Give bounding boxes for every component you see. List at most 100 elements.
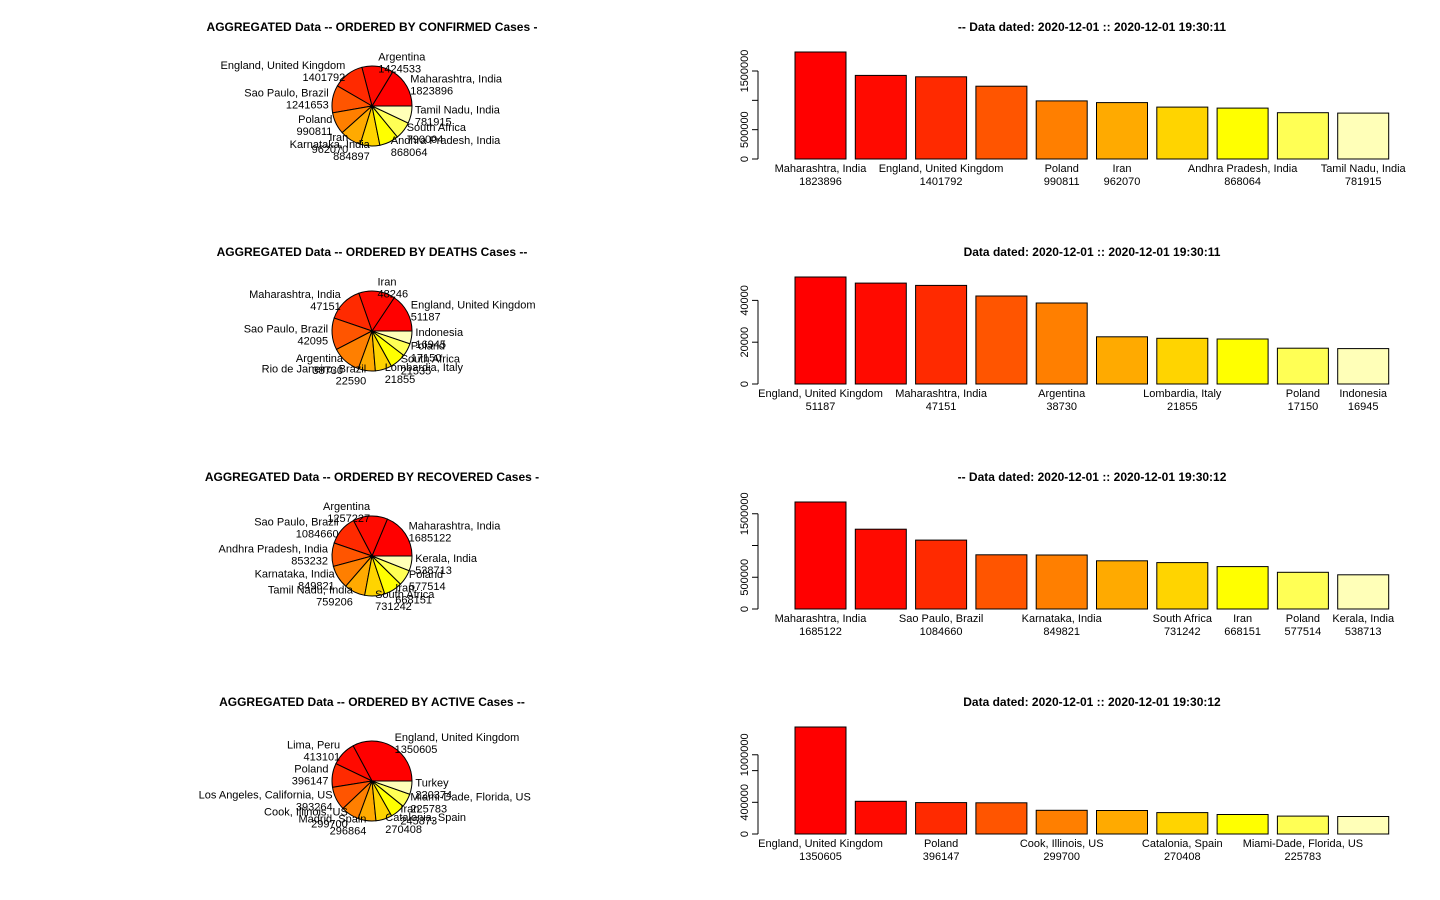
y-tick-label: 500000 xyxy=(739,111,751,148)
pie-slice-value: 299700 xyxy=(311,819,348,831)
pie-slice-value: 16945 xyxy=(415,339,446,351)
bar-value-label: 16945 xyxy=(1348,401,1379,413)
bar-chart-title: Data dated: 2020-12-01 :: 2020-12-01 19:… xyxy=(964,245,1221,259)
bar-category-label: Poland xyxy=(1286,388,1320,400)
pie-slice-label: Lombardia, Italy xyxy=(385,362,464,374)
bar xyxy=(915,802,968,835)
bar xyxy=(854,800,907,835)
bar-category-label: Iran xyxy=(1113,163,1132,175)
pie-slice-value: 538713 xyxy=(415,565,452,577)
bar-category-label: Cook, Illinois, US xyxy=(1020,838,1104,850)
bar-value-label: 668151 xyxy=(1224,626,1261,638)
bar-value-label: 47151 xyxy=(926,401,957,413)
pie-chart-title: AGGREGATED Data -- ORDERED BY ACTIVE Cas… xyxy=(219,695,525,709)
bar xyxy=(794,501,847,610)
pie-slice-label: South Africa xyxy=(407,122,467,134)
bar-category-label: South Africa xyxy=(1153,613,1213,625)
pie-slice-value: 42095 xyxy=(298,335,329,347)
pie-chart-deaths: AGGREGATED Data -- ORDERED BY DEATHS Cas… xyxy=(217,245,536,388)
pie-slice-value: 668151 xyxy=(395,594,432,606)
pie-slice xyxy=(371,330,413,345)
pie-slice-value: 296864 xyxy=(330,826,367,838)
bar xyxy=(1156,562,1209,610)
pie-slice-value: 577514 xyxy=(409,581,446,593)
pie-slice-value: 225783 xyxy=(410,803,447,815)
pie-slice-value: 962070 xyxy=(312,144,349,156)
pie-slice-label: Los Angeles, California, US xyxy=(199,790,333,802)
bar-category-label: Sao Paulo, Brazil xyxy=(899,613,983,625)
pie-slice-label: Catalonia, Spain xyxy=(385,812,466,824)
bar xyxy=(1096,560,1148,610)
pie-slice-label: Lima, Peru xyxy=(287,740,340,752)
pie-slice-value: 1823896 xyxy=(410,85,453,97)
bar-category-label: Maharashtra, India xyxy=(775,163,868,175)
pie-slice-label: Indonesia xyxy=(415,327,464,339)
bar-category-label: Miami-Dade, Florida, US xyxy=(1243,838,1363,850)
bar xyxy=(1035,809,1088,835)
bar-category-label: England, United Kingdom xyxy=(758,838,883,850)
pie-slice-label: Sao Paulo, Brazil xyxy=(244,87,328,99)
pie-slice-value: 1257227 xyxy=(327,513,370,525)
pie-slice xyxy=(371,518,413,557)
pie-slice-value: 1424533 xyxy=(378,64,421,76)
pie-slice-label: Argentina xyxy=(378,52,426,64)
y-tick-label: 0 xyxy=(739,606,751,612)
bar-value-label: 299700 xyxy=(1043,851,1080,863)
bar-value-label: 1823896 xyxy=(799,176,842,188)
bar xyxy=(975,295,1028,385)
bar xyxy=(854,282,907,385)
pie-slice-value: 17150 xyxy=(411,353,442,365)
bar xyxy=(1276,815,1329,835)
bar xyxy=(794,51,847,160)
bar-category-label: Poland xyxy=(1286,613,1320,625)
pie-slice-label: Iran xyxy=(400,804,419,816)
bar xyxy=(975,802,1028,835)
bar-category-label: Lombardia, Italy xyxy=(1143,388,1222,400)
bar-value-label: 1084660 xyxy=(920,626,963,638)
bar xyxy=(1035,302,1088,385)
y-tick-label: 1000000 xyxy=(739,733,751,776)
bar xyxy=(1096,336,1148,385)
bar-value-label: 1685122 xyxy=(799,626,842,638)
pie-slice-label: England, United Kingdom xyxy=(221,60,346,72)
pie-slice-label: Cook, Illinois, US xyxy=(264,807,348,819)
pie-slice-label: Tamil Nadu, India xyxy=(268,585,354,597)
pie-slice xyxy=(371,105,413,124)
bar-chart-recovered: -- Data dated: 2020-12-01 :: 2020-12-01 … xyxy=(739,470,1395,638)
pie-slice-label: Maharashtra, India xyxy=(249,289,342,301)
bar xyxy=(1216,566,1269,610)
bar xyxy=(1276,112,1329,160)
bar xyxy=(1156,337,1209,385)
y-tick-label: 500000 xyxy=(739,559,751,596)
bar-value-label: 868064 xyxy=(1224,176,1261,188)
y-tick-label: 0 xyxy=(739,381,751,387)
y-tick-label: 40000 xyxy=(739,285,751,316)
bar-category-label: Iran xyxy=(1233,613,1252,625)
pie-slice-label: Sao Paulo, Brazil xyxy=(244,323,328,335)
pie-chart-title: AGGREGATED Data -- ORDERED BY DEATHS Cas… xyxy=(217,245,528,259)
bar-value-label: 1401792 xyxy=(920,176,963,188)
pie-slice-value: 790004 xyxy=(407,134,444,146)
bar-value-label: 990811 xyxy=(1044,176,1080,188)
bar-chart-deaths: Data dated: 2020-12-01 :: 2020-12-01 19:… xyxy=(739,245,1390,413)
pie-slice-value: 48246 xyxy=(378,288,409,300)
pie-slice xyxy=(371,555,413,572)
pie-slice-value: 51187 xyxy=(411,311,441,323)
pie-chart-title: AGGREGATED Data -- ORDERED BY CONFIRMED … xyxy=(207,20,538,34)
pie-slice-label: Turkey xyxy=(415,777,449,789)
bar-category-label: Argentina xyxy=(1038,388,1086,400)
bar-chart-title: -- Data dated: 2020-12-01 :: 2020-12-01 … xyxy=(958,470,1227,484)
bar xyxy=(1216,338,1269,385)
pie-slice-value: 245873 xyxy=(400,816,437,828)
bar xyxy=(1096,810,1148,835)
bar-chart-active: Data dated: 2020-12-01 :: 2020-12-01 19:… xyxy=(739,695,1390,863)
bar-category-label: Maharashtra, India xyxy=(775,613,868,625)
pie-slice-value: 21535 xyxy=(401,365,432,377)
bar xyxy=(1276,347,1329,385)
pie-slice-label: Argentina xyxy=(296,353,344,365)
bar-value-label: 396147 xyxy=(923,851,960,863)
bar-chart-title: -- Data dated: 2020-12-01 :: 2020-12-01 … xyxy=(958,20,1226,34)
pie-slice-value: 22590 xyxy=(336,376,367,388)
pie-slice-value: 781915 xyxy=(415,117,452,129)
y-tick-label: 0 xyxy=(739,156,751,162)
